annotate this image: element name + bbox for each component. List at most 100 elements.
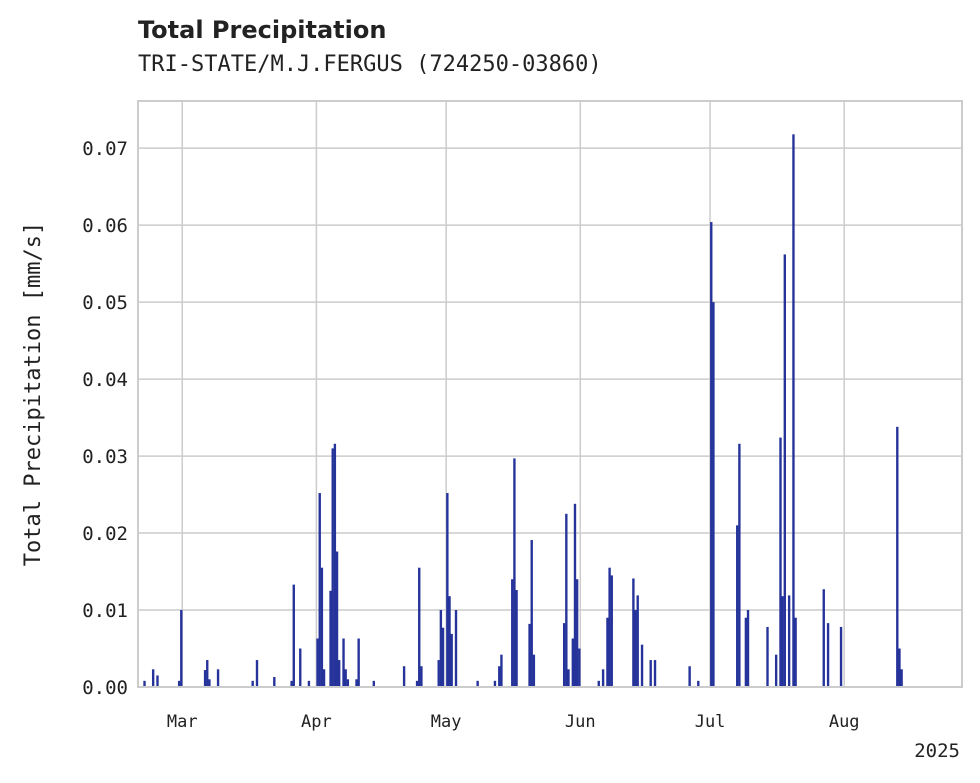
precipitation-bar	[290, 680, 293, 687]
precipitation-bar	[900, 669, 903, 687]
year-label: 2025	[914, 740, 960, 762]
x-axis-ticks: Mar Apr May Jun Jul Aug	[167, 712, 860, 732]
precipitation-bar	[710, 222, 713, 687]
x-tick-label: Mar	[167, 712, 198, 732]
precipitation-bar	[206, 660, 209, 687]
precipitation-bar	[307, 680, 311, 687]
precipitation-bar	[634, 610, 637, 687]
precipitation-bar	[746, 610, 750, 687]
x-tick-label: Apr	[301, 712, 332, 732]
y-axis-label: Total Precipitation [mm/s]	[21, 222, 46, 566]
precipitation-bar	[606, 617, 609, 687]
precipitation-bar	[156, 675, 159, 687]
precipitation-bar	[402, 666, 406, 687]
precipitation-bar	[530, 539, 533, 687]
precipitation-bar	[822, 589, 825, 687]
precipitation-bar	[610, 575, 613, 687]
plot-frame	[137, 100, 963, 688]
precipitation-bar	[779, 437, 782, 687]
y-tick-label: 0.05	[82, 292, 128, 314]
y-tick-label: 0.03	[82, 446, 128, 468]
precipitation-bar	[476, 680, 479, 687]
precipitation-bar	[783, 254, 787, 687]
precipitation-bar	[565, 513, 568, 687]
precipitation-bar	[450, 633, 453, 687]
precipitation-bar	[636, 595, 639, 687]
precipitation-bar	[640, 644, 644, 687]
y-axis-ticks: 0.00 0.01 0.02 0.03 0.04 0.05 0.06 0.07	[82, 138, 128, 699]
precipitation-bar	[653, 660, 657, 687]
y-tick-label: 0.06	[82, 215, 128, 237]
precipitation-bar	[597, 680, 600, 687]
precipitation-bar	[573, 503, 577, 687]
precipitation-bar	[333, 443, 337, 687]
precipitation-bar	[446, 493, 449, 687]
precipitation-bar	[335, 551, 339, 687]
precipitation-bar	[255, 660, 259, 687]
precipitation-bar	[437, 660, 440, 687]
precipitation-bar	[355, 679, 358, 687]
precipitation-bar	[513, 458, 516, 687]
x-tick-label: Jun	[565, 712, 596, 732]
precipitation-bar	[781, 596, 784, 687]
precipitation-bar	[567, 669, 570, 687]
precipitation-bar	[441, 627, 445, 687]
precipitation-bar	[532, 654, 536, 687]
precipitation-bar	[331, 448, 334, 687]
y-tick-label: 0.01	[82, 600, 128, 622]
precipitation-bar	[372, 680, 376, 687]
precipitation-bar	[216, 669, 220, 687]
precipitation-bar	[649, 660, 652, 687]
precipitation-bar	[736, 525, 739, 687]
precipitation-bar	[292, 584, 295, 687]
precipitation-bar	[898, 648, 901, 687]
precipitation-bar	[493, 680, 497, 687]
precipitation-bar	[320, 567, 324, 687]
y-tick-label: 0.07	[82, 138, 128, 160]
precipitation-bar	[712, 302, 715, 687]
precipitation-bar	[601, 669, 605, 687]
precipitation-bar	[177, 680, 181, 687]
precipitation-bar	[322, 669, 326, 687]
precipitation-bar	[575, 579, 579, 687]
y-tick-label: 0.04	[82, 369, 128, 391]
precipitation-bar	[342, 638, 345, 687]
precipitation-bar	[454, 610, 458, 687]
precipitation-bar	[794, 617, 797, 687]
precipitation-bar	[299, 648, 302, 687]
x-tick-label: Jul	[695, 712, 726, 732]
chart-subtitle: TRI-STATE/M.J.FERGUS (724250-03860)	[138, 52, 602, 77]
precipitation-bar	[766, 626, 769, 687]
precipitation-bar	[346, 679, 350, 687]
precipitation-bar	[420, 666, 423, 687]
precipitation-bar	[357, 638, 360, 687]
precipitation-bar	[338, 660, 341, 687]
x-tick-label: May	[431, 712, 462, 732]
precipitation-bar	[415, 680, 419, 687]
precipitation-bar	[515, 590, 518, 687]
precipitation-bar	[571, 638, 575, 687]
precipitation-bar	[203, 670, 207, 687]
precipitation-bar	[792, 134, 795, 687]
precipitation-bar	[839, 626, 843, 687]
precipitation-bar	[251, 680, 254, 687]
precipitation-bar	[738, 443, 741, 687]
precipitation-bar	[151, 669, 155, 687]
precipitation-bar	[500, 654, 503, 687]
precipitation-bar	[632, 578, 635, 687]
precipitation-bar	[143, 680, 146, 687]
precipitation-bar	[511, 579, 514, 687]
precipitation-bar	[344, 669, 347, 687]
precipitation-bar	[273, 676, 276, 687]
precipitation-bar	[578, 648, 581, 687]
precipitation-bar	[448, 596, 451, 687]
precipitation-bar	[316, 638, 319, 687]
precipitation-bar	[439, 610, 443, 687]
precipitation-bar	[744, 617, 748, 687]
precipitation-bar	[418, 567, 421, 687]
precipitation-bar	[697, 680, 700, 687]
precipitation-bar	[208, 679, 211, 687]
precipitation-bar	[774, 654, 778, 687]
precipitation-bar	[528, 623, 531, 687]
